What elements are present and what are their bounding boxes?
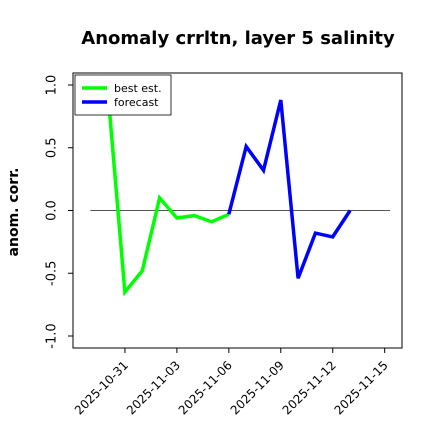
x-tick-label: 2025-11-06 xyxy=(176,358,235,417)
y-tick-label: 0.5 xyxy=(45,137,60,158)
x-tick-label: 2025-11-12 xyxy=(280,358,339,417)
legend-label: forecast xyxy=(114,96,159,109)
legend-box xyxy=(74,74,172,116)
plot-area: -1.0-0.50.00.51.02025-10-312025-11-03202… xyxy=(45,72,403,417)
x-tick-label: 2025-11-09 xyxy=(228,358,287,417)
y-tick-label: -0.5 xyxy=(45,261,60,286)
series-line-best-est xyxy=(105,88,230,297)
series-line-forecast xyxy=(227,99,352,279)
y-tick-label: -1.0 xyxy=(45,323,60,348)
chart-title: Anomaly crrltn, layer 5 salinity xyxy=(81,28,395,49)
x-tick-label: 2025-11-03 xyxy=(124,358,183,417)
y-axis-label: anom. corr. xyxy=(6,168,22,257)
x-tick-label: 2025-11-15 xyxy=(332,358,391,417)
y-tick-label: 1.0 xyxy=(45,75,60,96)
x-tick-label: 2025-10-31 xyxy=(72,358,131,417)
y-tick-label: 0.0 xyxy=(45,200,60,221)
legend-label: best est. xyxy=(114,82,162,95)
